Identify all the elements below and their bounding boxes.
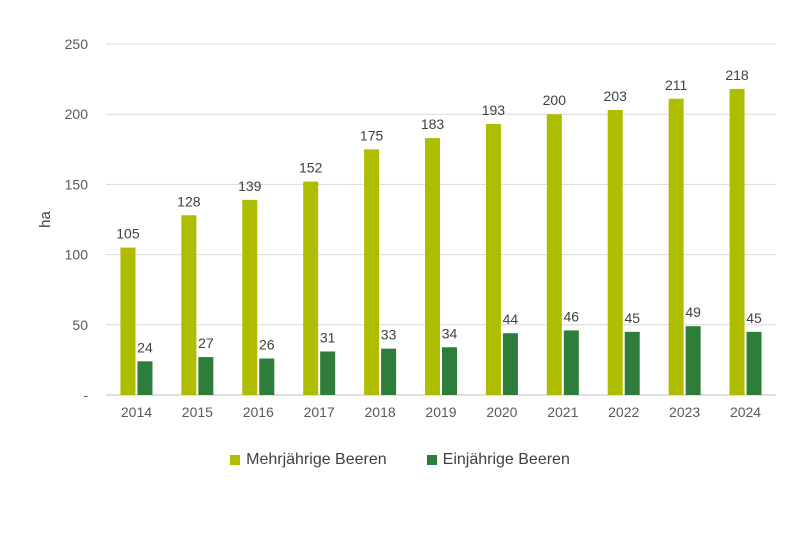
- data-label: 152: [299, 160, 323, 176]
- data-label: 31: [320, 329, 336, 345]
- data-label: 33: [381, 327, 397, 343]
- data-label: 45: [746, 310, 762, 326]
- data-label: 128: [177, 193, 201, 209]
- data-label: 27: [198, 335, 214, 351]
- data-label: 183: [421, 116, 445, 132]
- data-label: 44: [503, 311, 519, 327]
- y-tick-label: 200: [65, 106, 89, 122]
- data-label: 139: [238, 178, 262, 194]
- legend-item-mehrjaehrige: Mehrjährige Beeren: [230, 451, 387, 469]
- bar-einjaehrige-2014: [137, 361, 153, 395]
- x-tick-label: 2020: [486, 404, 517, 420]
- data-label: 24: [137, 339, 153, 355]
- y-tick-label: 150: [65, 176, 89, 192]
- x-tick-label: 2024: [730, 404, 761, 420]
- bar-mehrjaehrige-2021: [546, 114, 562, 395]
- x-tick-label: 2019: [425, 404, 456, 420]
- bar-einjaehrige-2024: [746, 331, 762, 395]
- x-tick-label: 2017: [304, 404, 335, 420]
- bar-mehrjaehrige-2015: [181, 215, 197, 395]
- data-label: 26: [259, 336, 275, 352]
- x-tick-label: 2014: [121, 404, 152, 420]
- legend-swatch-mehrjaehrige: [230, 455, 241, 465]
- x-tick-label: 2023: [669, 404, 700, 420]
- y-tick-label: 100: [65, 247, 89, 263]
- data-label: 46: [564, 308, 580, 324]
- y-tick-label: -: [83, 387, 88, 403]
- bar-mehrjaehrige-2020: [485, 124, 501, 395]
- y-axis-ticks: - 50 100 150 200 250: [65, 36, 89, 403]
- x-tick-label: 2022: [608, 404, 639, 420]
- data-label: 45: [624, 310, 640, 326]
- legend-item-einjaehrige: Einjährige Beeren: [426, 451, 570, 469]
- bar-mehrjaehrige-2024: [729, 88, 745, 395]
- data-label: 200: [543, 92, 567, 108]
- x-tick-label: 2021: [547, 404, 578, 420]
- legend-swatch-einjaehrige: [426, 455, 437, 465]
- x-axis-ticks: 2014 2015 2016 2017 2018 2019 2020 2021 2022 2023…: [121, 404, 761, 420]
- x-tick-label: 2015: [182, 404, 213, 420]
- bar-mehrjaehrige-2022: [607, 109, 623, 395]
- data-label: 175: [360, 127, 384, 143]
- legend: Mehrjährige Beeren Einjährige Beeren: [0, 451, 800, 469]
- data-label: 193: [482, 102, 506, 118]
- bar-einjaehrige-2016: [259, 358, 275, 395]
- bar-einjaehrige-2017: [320, 351, 336, 395]
- bar-mehrjaehrige-2019: [425, 138, 440, 395]
- data-label: 203: [604, 88, 628, 104]
- bar-mehrjaehrige-2018: [364, 149, 380, 395]
- y-tick-label: 250: [65, 36, 89, 52]
- bar-einjaehrige-2023: [685, 326, 701, 395]
- data-label: 218: [725, 67, 749, 83]
- gridlines: [106, 43, 776, 396]
- bar-mehrjaehrige-2016: [242, 199, 258, 395]
- bars: [120, 88, 762, 396]
- data-labels: 105 128 139 152 175 183 193 200 203 211 218 24 27 26 3…: [116, 67, 762, 355]
- bar-einjaehrige-2021: [563, 330, 579, 395]
- bar-mehrjaehrige-2014: [120, 247, 136, 395]
- bar-einjaehrige-2015: [198, 357, 214, 395]
- data-label: 211: [665, 77, 688, 93]
- data-label: 34: [442, 325, 458, 341]
- bar-einjaehrige-2018: [381, 348, 397, 395]
- bar-mehrjaehrige-2017: [303, 181, 319, 395]
- bar-einjaehrige-2022: [624, 331, 640, 395]
- x-tick-label: 2016: [243, 404, 274, 420]
- legend-label-einjaehrige: Einjährige Beeren: [442, 451, 570, 468]
- data-label: 105: [116, 226, 140, 242]
- y-axis-title: ha: [37, 211, 54, 228]
- bar-einjaehrige-2020: [502, 333, 518, 395]
- bar-einjaehrige-2019: [442, 347, 457, 395]
- legend-label-mehrjaehrige: Mehrjährige Beeren: [246, 451, 387, 468]
- x-tick-label: 2018: [365, 404, 396, 420]
- bar-mehrjaehrige-2023: [668, 98, 684, 396]
- data-label: 49: [685, 304, 701, 320]
- y-tick-label: 50: [72, 317, 88, 333]
